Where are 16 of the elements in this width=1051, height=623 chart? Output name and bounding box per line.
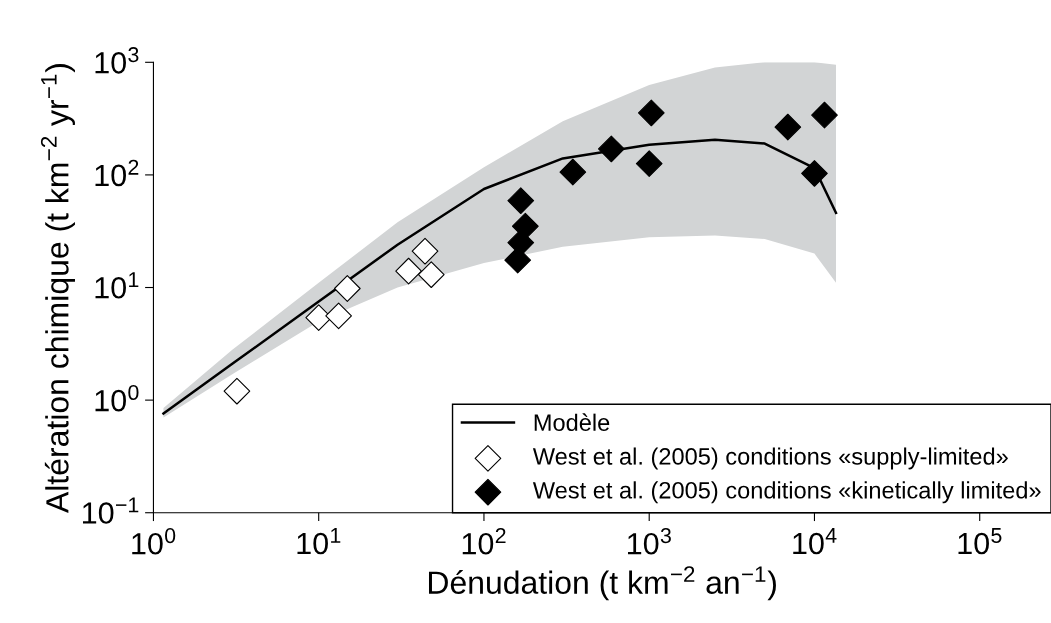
x-tick-label: 10$^{0}$: [132, 528, 176, 555]
y-axis-title: Altération chimique (t km$^{−2}$ yr$^{−1}$): [40, 64, 75, 513]
legend-label: West et al. (2005) conditions «supply-limited»: [532, 447, 1008, 470]
y-tick-label: 10$^{1}$: [95, 272, 139, 299]
legend-label: Modèle: [534, 413, 610, 431]
x-tick-label: 10$^{2}$: [462, 528, 506, 555]
x-tick-label: 10$^{5}$: [958, 528, 1002, 555]
x-tick-label: 10$^{1}$: [297, 528, 341, 555]
y-tick-label: 10$^{2}$: [95, 159, 139, 187]
y-tick-label: 10$^{−1}$: [83, 497, 139, 524]
x-axis-title: Dénudation (t km$^{−2}$ an$^{−1}$): [428, 566, 776, 601]
x-tick-label: 10$^{4}$: [793, 528, 837, 555]
y-tick-label: 10$^{0}$: [95, 384, 139, 412]
legend-label: West et al. (2005) conditions «kinetically limited»: [532, 481, 1041, 504]
y-tick-label: 10$^{3}$: [95, 47, 139, 74]
x-tick-label: 10$^{3}$: [628, 528, 671, 555]
